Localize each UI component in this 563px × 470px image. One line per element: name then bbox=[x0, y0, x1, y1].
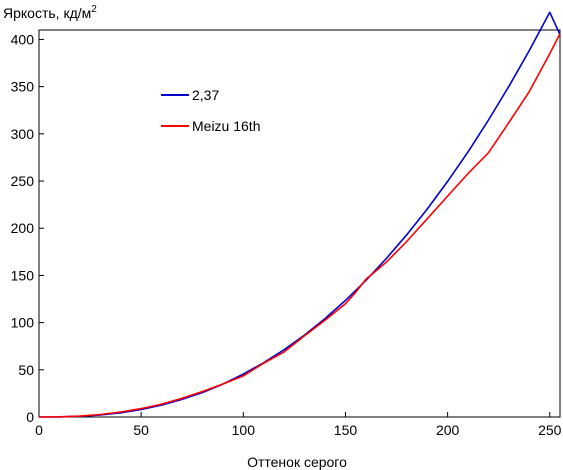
y-tick-label: 300 bbox=[11, 126, 35, 142]
plot-area-border bbox=[38, 29, 561, 418]
x-tick-label: 150 bbox=[334, 422, 358, 438]
x-tick-label: 250 bbox=[538, 422, 562, 438]
plot-frame bbox=[38, 29, 561, 418]
legend-label-1: 2,37 bbox=[192, 87, 219, 103]
x-tick-label: 200 bbox=[436, 422, 460, 438]
y-tick-label: 0 bbox=[26, 409, 34, 425]
x-tick-label: 50 bbox=[133, 422, 149, 438]
y-tick-label: 150 bbox=[11, 267, 35, 283]
y-axis-title-text: Яркость, кд/м bbox=[3, 5, 91, 21]
y-tick-label: 350 bbox=[11, 79, 35, 95]
x-axis-title: Оттенок серого bbox=[247, 454, 347, 470]
y-axis-title: Яркость, кд/м2 bbox=[3, 4, 97, 21]
legend: 2,37 Meizu 16th bbox=[161, 87, 260, 134]
x-tick-label: 100 bbox=[232, 422, 256, 438]
x-tick-label: 0 bbox=[35, 422, 43, 438]
y-tick-label: 100 bbox=[11, 315, 35, 331]
y-tick-label: 400 bbox=[11, 31, 35, 47]
series-line-1 bbox=[38, 11, 561, 418]
y-axis-title-superscript: 2 bbox=[91, 4, 97, 15]
y-tick-label: 200 bbox=[11, 220, 35, 236]
legend-label-2: Meizu 16th bbox=[192, 118, 260, 134]
series-line-2 bbox=[38, 33, 561, 418]
axis-ticks bbox=[38, 38, 551, 418]
axis-tick-labels: 0 50 100 150 200 250 0 50 100 150 200 250 300 350 400 bbox=[11, 31, 562, 438]
y-tick-label: 50 bbox=[18, 362, 34, 378]
y-tick-label: 250 bbox=[11, 173, 35, 189]
series-lines bbox=[38, 11, 561, 418]
